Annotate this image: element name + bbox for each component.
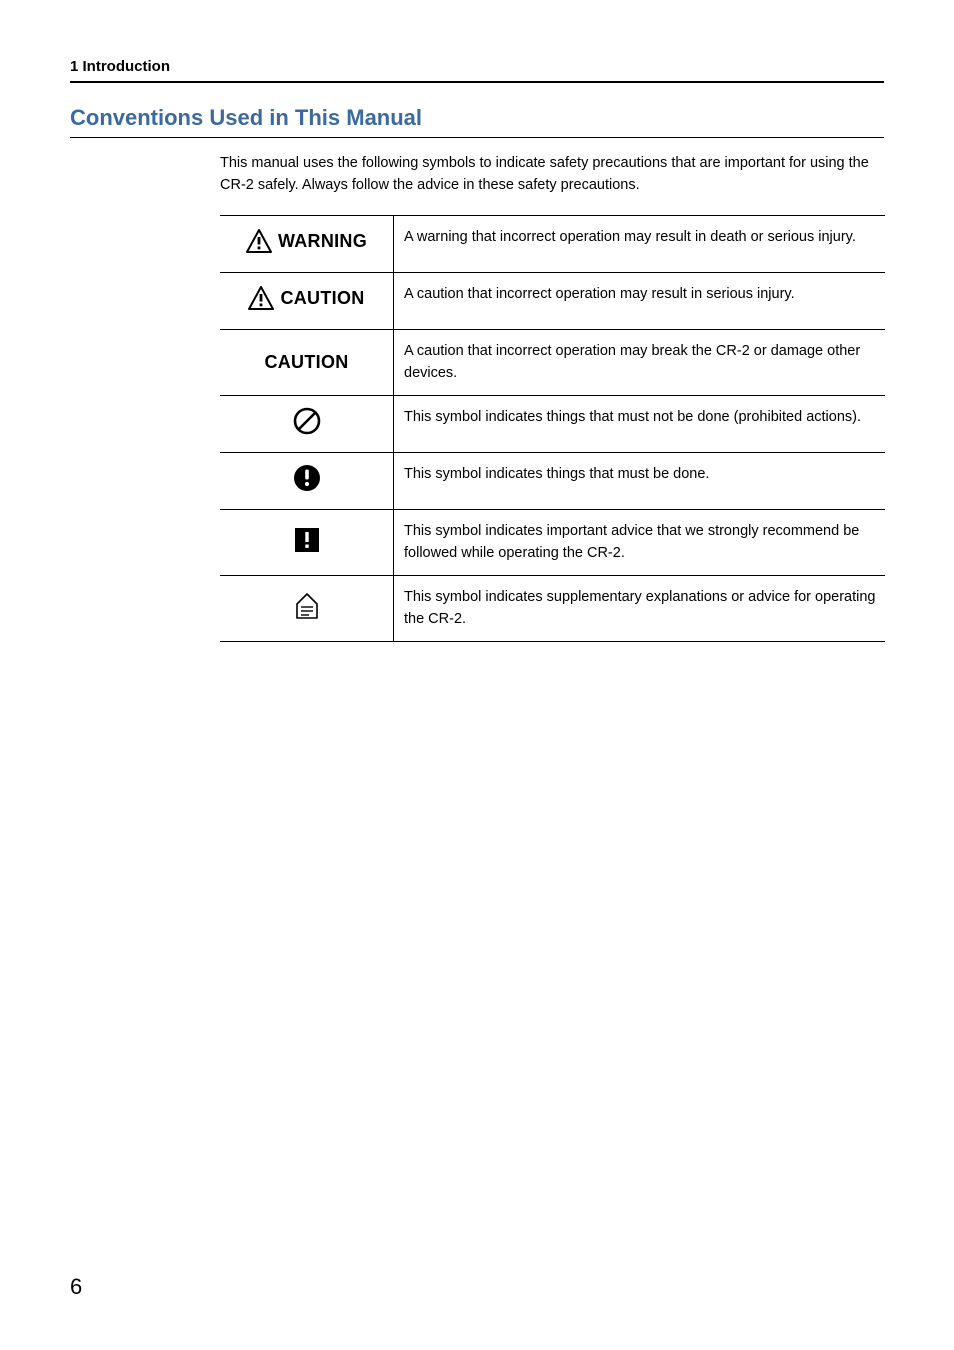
section-intro: This manual uses the following symbols t… [220, 152, 884, 197]
table-row: CAUTION A caution that incorrect operati… [220, 272, 885, 329]
symbol-description: This symbol indicates things that must b… [394, 452, 886, 509]
caution-triangle-icon [248, 286, 274, 310]
chapter-header: 1 Introduction [70, 58, 884, 83]
prohibit-icon [292, 406, 322, 436]
symbol-description: A caution that incorrect operation may b… [394, 329, 886, 395]
table-row: This symbol indicates things that must n… [220, 395, 885, 452]
symbol-description: This symbol indicates things that must n… [394, 395, 886, 452]
section-title: Conventions Used in This Manual [70, 105, 884, 138]
symbol-description: A warning that incorrect operation may r… [394, 215, 886, 272]
warning-triangle-icon [246, 229, 272, 253]
table-row: CAUTION A caution that incorrect operati… [220, 329, 885, 395]
important-icon [294, 527, 320, 553]
symbol-label: WARNING [278, 231, 367, 252]
mandatory-icon [292, 463, 322, 493]
page-number: 6 [70, 1274, 82, 1300]
table-row: WARNING A warning that incorrect operati… [220, 215, 885, 272]
symbol-description: A caution that incorrect operation may r… [394, 272, 886, 329]
table-row: This symbol indicates supplementary expl… [220, 575, 885, 641]
memo-icon [294, 592, 320, 620]
table-row: This symbol indicates things that must b… [220, 452, 885, 509]
conventions-table: WARNING A warning that incorrect operati… [220, 215, 885, 642]
symbol-label: CAUTION [264, 352, 348, 372]
symbol-label: CAUTION [280, 288, 364, 309]
table-row: This symbol indicates important advice t… [220, 509, 885, 575]
symbol-description: This symbol indicates important advice t… [394, 509, 886, 575]
symbol-description: This symbol indicates supplementary expl… [394, 575, 886, 641]
